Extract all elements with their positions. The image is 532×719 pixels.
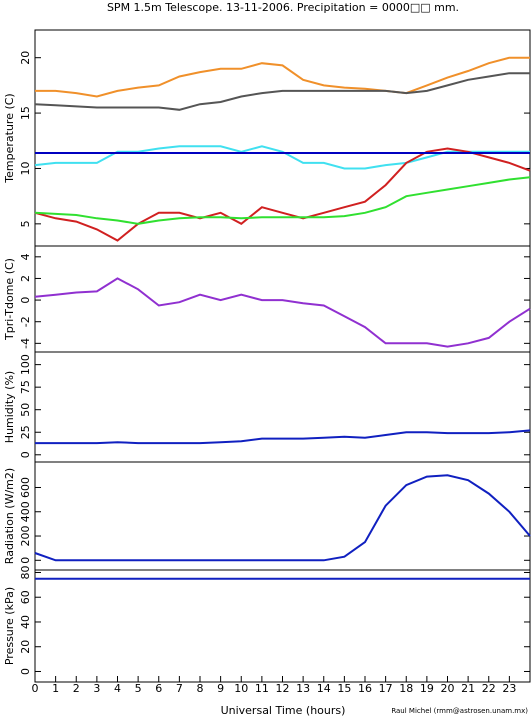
- y-tick-label: -2: [19, 316, 32, 327]
- y-tick-label: 0: [19, 668, 32, 675]
- series-line: [34, 474, 531, 562]
- panel-frame: [34, 351, 531, 463]
- series-line: [34, 147, 531, 242]
- credit: Raul Michel (rmm@astrosen.unam.mx): [391, 707, 528, 715]
- y-axis-label: Tpri-Tdome (C): [3, 258, 16, 341]
- x-tick-label: 0: [32, 682, 39, 695]
- y-tick-label: 100: [19, 354, 32, 375]
- y-tick-label: 0: [19, 557, 32, 564]
- panel-frame: [34, 569, 531, 683]
- y-axis-label: Temperature (C): [3, 93, 16, 183]
- x-tick-label: 17: [379, 682, 393, 695]
- x-tick-label: 18: [399, 682, 413, 695]
- x-tick-label: 10: [234, 682, 248, 695]
- y-tick-label: 2: [19, 275, 32, 282]
- y-tick-label: 15: [19, 106, 32, 120]
- x-tick-label: 4: [114, 682, 121, 695]
- x-tick-label: 7: [176, 682, 183, 695]
- y-tick-label: 50: [19, 403, 32, 417]
- x-tick-label: 15: [337, 682, 351, 695]
- y-tick-label: 0: [19, 451, 32, 458]
- x-tick-label: 9: [217, 682, 224, 695]
- y-tick-label: 20: [19, 51, 32, 65]
- y-tick-label: 25: [19, 425, 32, 439]
- y-tick-label: 5: [19, 220, 32, 227]
- y-tick-label: 10: [19, 161, 32, 175]
- x-axis-label: Universal Time (hours): [221, 704, 346, 717]
- series-line: [34, 145, 530, 170]
- x-tick-label: 20: [441, 682, 455, 695]
- x-tick-label: 13: [296, 682, 310, 695]
- x-tick-label: 23: [502, 682, 516, 695]
- x-tick-label: 19: [420, 682, 434, 695]
- panel-frame: [34, 245, 531, 353]
- y-tick-label: 60: [19, 590, 32, 604]
- x-tick-label: 12: [276, 682, 290, 695]
- x-tick-label: 22: [482, 682, 496, 695]
- x-tick-label: 2: [73, 682, 80, 695]
- y-tick-label: 40: [19, 615, 32, 629]
- y-axis-label: Humidity (%): [3, 371, 16, 443]
- y-tick-label: 80: [19, 565, 32, 579]
- x-tick-label: 6: [155, 682, 162, 695]
- y-axis-label: Radiation (W/m2): [3, 468, 16, 564]
- series-line: [34, 277, 531, 348]
- chart-title: SPM 1.5m Telescope. 13-11-2006. Precipit…: [107, 1, 459, 14]
- x-tick-label: 11: [255, 682, 269, 695]
- y-tick-label: 75: [19, 380, 32, 394]
- series-line: [35, 429, 531, 445]
- x-tick-label: 8: [197, 682, 204, 695]
- y-tick-label: 400: [19, 501, 32, 522]
- y-tick-label: 20: [19, 640, 32, 654]
- x-tick-label: 1: [52, 682, 59, 695]
- y-tick-label: -4: [19, 338, 32, 349]
- x-tick-label: 21: [461, 682, 475, 695]
- x-tick-label: 14: [317, 682, 331, 695]
- y-tick-label: 600: [19, 477, 32, 498]
- x-tick-label: 16: [358, 682, 372, 695]
- series-line: [34, 176, 531, 225]
- x-tick-label: 5: [135, 682, 142, 695]
- y-tick-label: 0: [19, 297, 32, 304]
- x-tick-label: 3: [93, 682, 100, 695]
- y-tick-label: 200: [19, 526, 32, 547]
- y-axis-label: Pressure (kPa): [3, 587, 16, 665]
- series-line: [34, 72, 530, 111]
- series-line: [35, 56, 530, 98]
- y-tick-label: 4: [19, 253, 32, 260]
